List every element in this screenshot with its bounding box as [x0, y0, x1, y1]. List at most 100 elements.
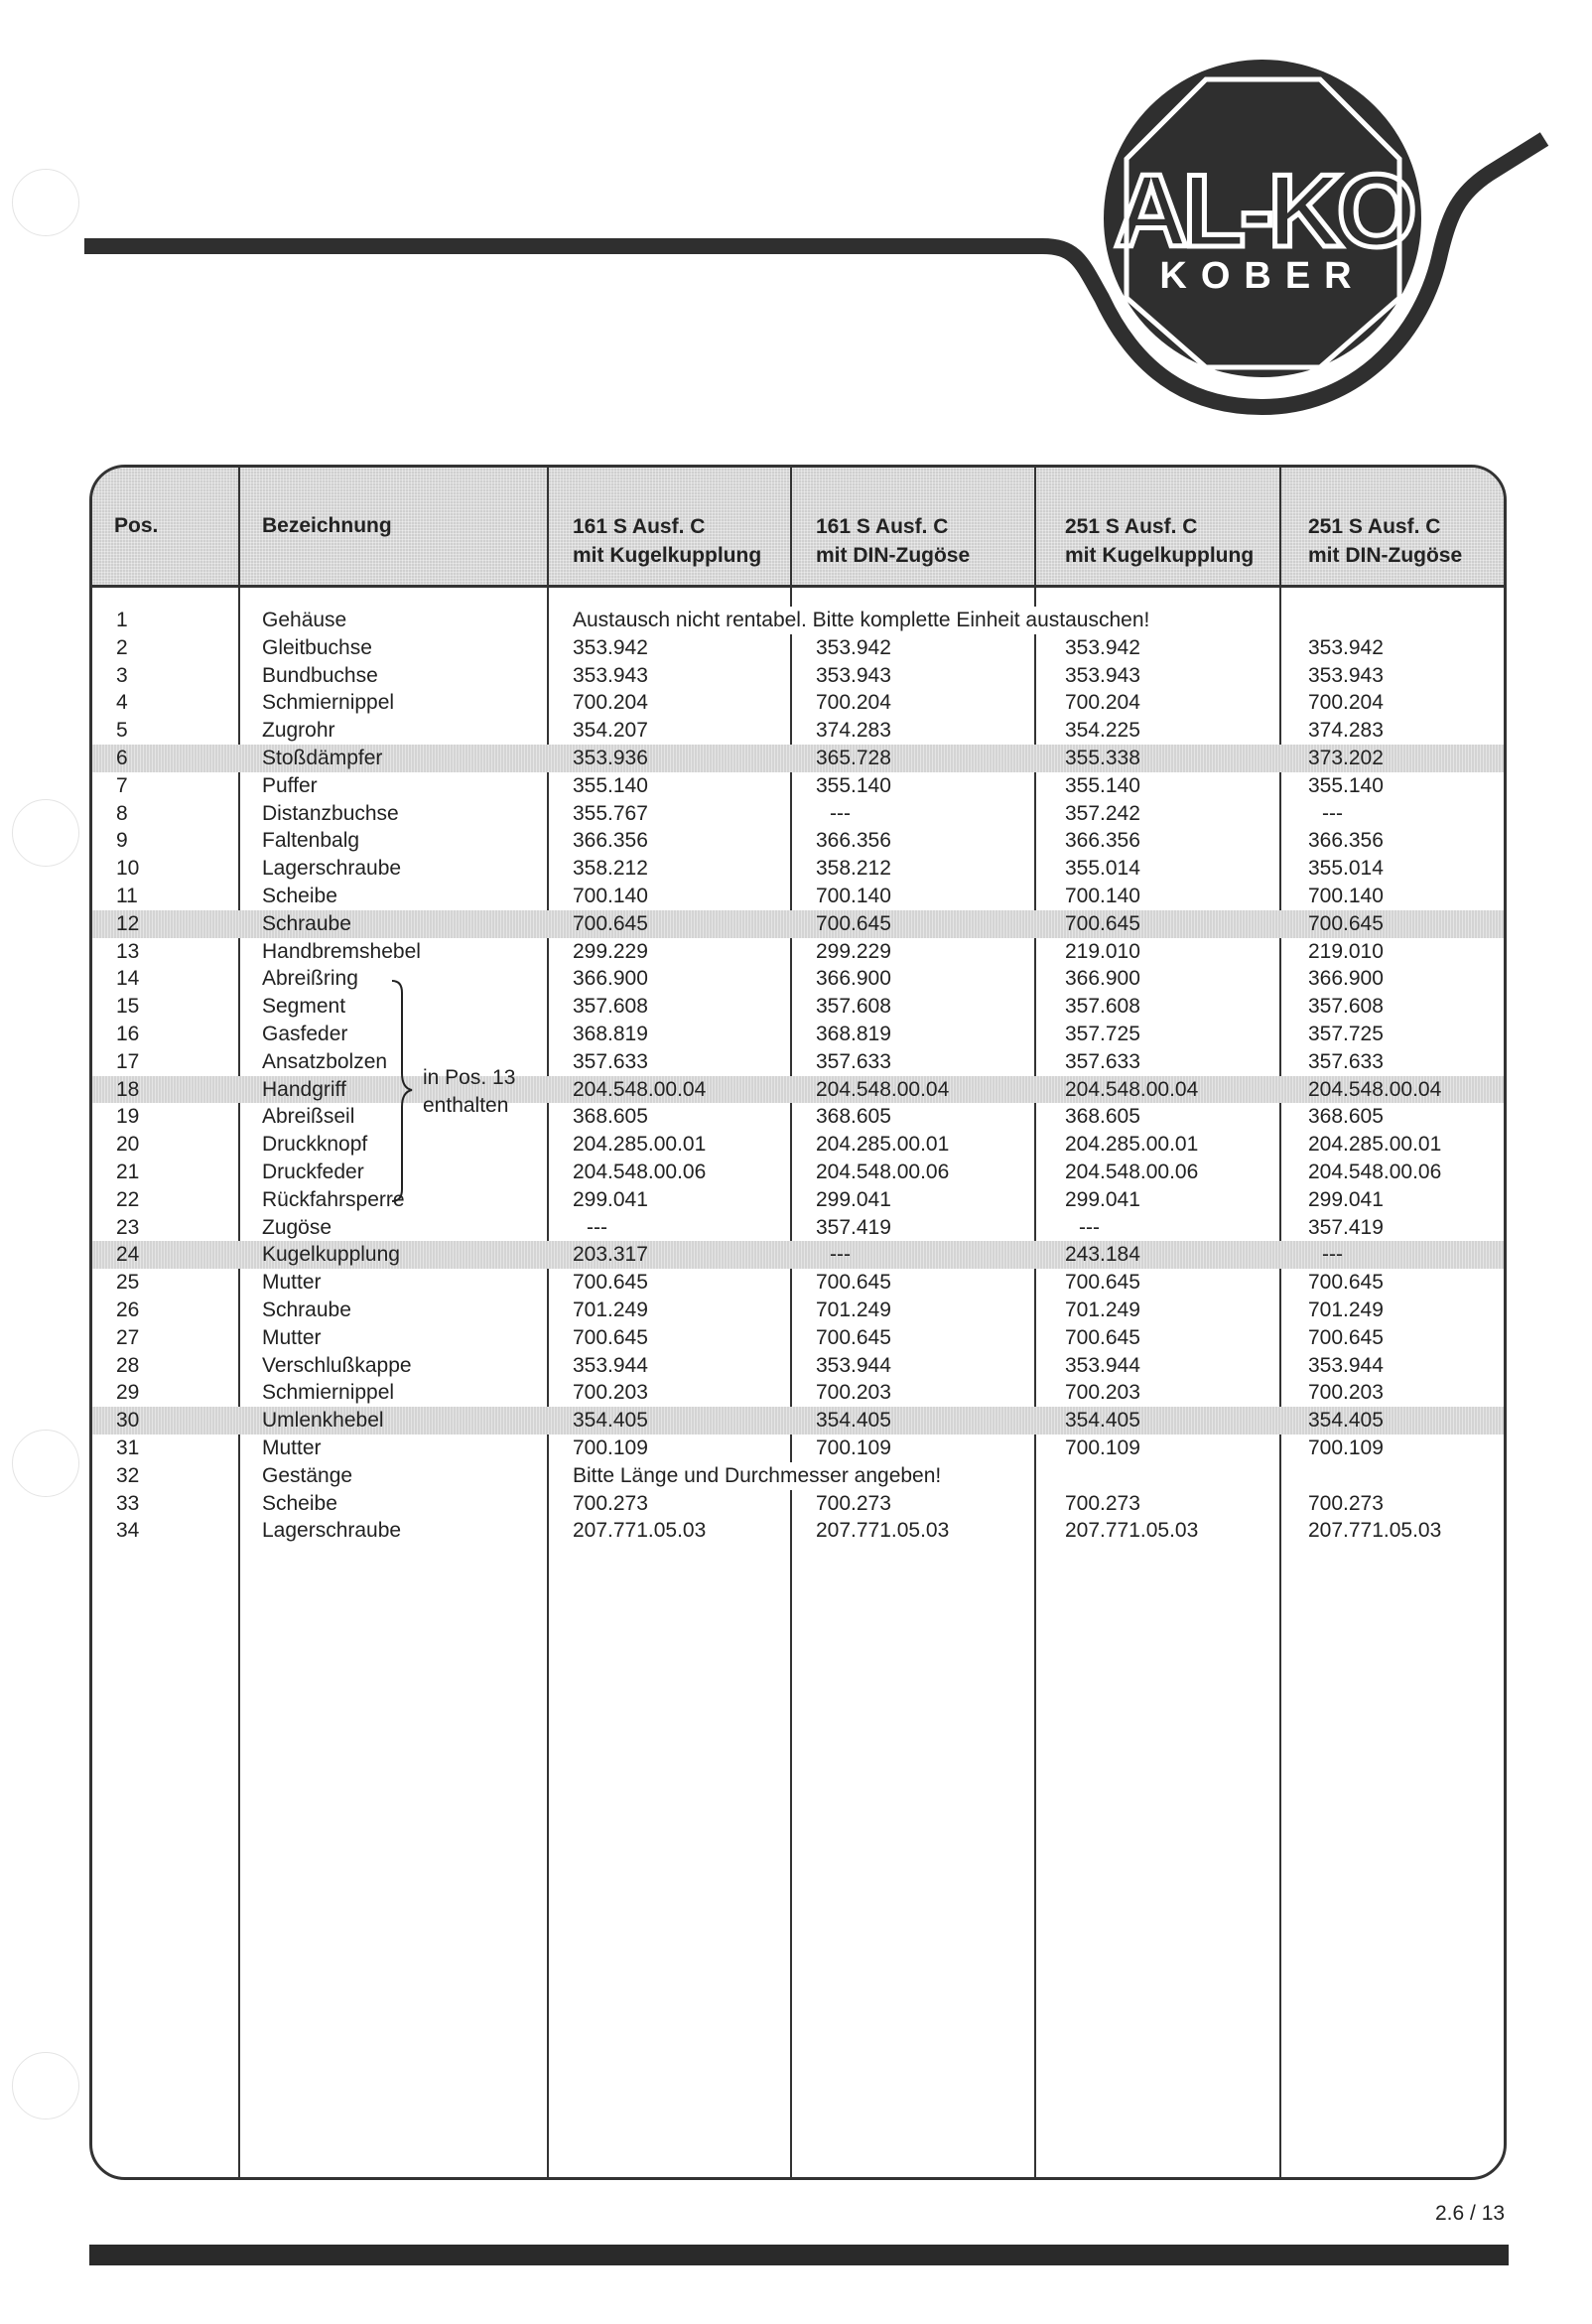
part-number-cell: 700.109: [816, 1436, 891, 1459]
name-cell: Lagerschraube: [262, 1519, 402, 1543]
punch-hole: [12, 169, 79, 236]
name-cell: Scheibe: [262, 885, 337, 907]
name-cell: Verschlußkappe: [262, 1353, 412, 1377]
logo-swoosh-line: [84, 132, 1549, 416]
name-cell: Mutter: [262, 1271, 322, 1295]
part-number-cell: 366.356: [816, 829, 891, 853]
part-number-cell: 366.900: [1308, 967, 1384, 991]
name-cell: Handbremshebel: [262, 939, 421, 963]
pos-cell: 27: [116, 1325, 140, 1349]
part-number-cell: 207.771.05.03: [1308, 1519, 1442, 1543]
part-number-cell: 366.900: [573, 967, 648, 991]
part-number-cell: 299.041: [1308, 1187, 1384, 1211]
table-row: 9 Faltenbalg 366.356 366.356 366.356 366.356: [92, 827, 1504, 855]
name-cell: Gehäuse: [262, 609, 347, 631]
name-cell: Distanzbuchse: [262, 801, 399, 825]
part-number-cell: 355.140: [1308, 773, 1384, 797]
pos-cell: 6: [116, 747, 128, 769]
parts-table: Pos. Bezeichnung 161 S Ausf. C mit Kugel…: [89, 465, 1507, 2180]
part-number-cell: ---: [1079, 1215, 1100, 1239]
pos-cell: 21: [116, 1161, 140, 1183]
part-number-cell: 353.942: [573, 635, 648, 659]
pos-cell: 12: [116, 911, 140, 935]
part-number-cell: 353.943: [573, 663, 648, 687]
name-cell: Puffer: [262, 773, 318, 797]
part-number-cell: ---: [1322, 801, 1343, 825]
part-number-cell: 700.140: [1308, 885, 1384, 907]
pos-cell: 14: [116, 967, 140, 991]
table-row: 24 Kugelkupplung 203.317 --- 243.184 ---: [92, 1241, 1504, 1270]
part-number-cell: 353.944: [1308, 1353, 1384, 1377]
part-number-cell: 374.283: [816, 719, 891, 743]
part-number-cell: 357.608: [1308, 995, 1384, 1019]
name-cell: Zugrohr: [262, 719, 335, 743]
group-note-line1: in Pos. 13: [423, 1066, 516, 1089]
part-number-cell: 373.202: [1308, 747, 1384, 769]
part-number-cell: 700.140: [573, 885, 648, 907]
part-number-cell: 353.944: [1065, 1353, 1140, 1377]
name-cell: Schmiernippel: [262, 691, 395, 715]
part-number-cell: 355.140: [573, 773, 648, 797]
part-number-cell: 204.548.00.06: [1065, 1161, 1199, 1183]
part-number-cell: 354.405: [816, 1409, 891, 1433]
table-row: 27 Mutter 700.645 700.645 700.645 700.645: [92, 1324, 1504, 1352]
pos-cell: 3: [116, 663, 128, 687]
name-cell: Schraube: [262, 1299, 351, 1321]
name-cell: Bundbuchse: [262, 663, 378, 687]
part-number-cell: 700.204: [1308, 691, 1384, 715]
part-number-cell: 243.184: [1065, 1243, 1140, 1267]
part-number-cell: 299.041: [1065, 1187, 1140, 1211]
column-divider: [790, 468, 792, 2177]
part-number-cell: 357.633: [1308, 1049, 1384, 1073]
name-cell: Druckfeder: [262, 1161, 364, 1183]
pos-cell: 10: [116, 857, 140, 881]
header-col3-line2: mit Kugelkupplung: [1065, 544, 1255, 567]
name-cell: Gestänge: [262, 1463, 353, 1487]
name-cell: Kugelkupplung: [262, 1243, 400, 1267]
part-number-cell: 700.645: [573, 1325, 648, 1349]
table-row: 1 Gehäuse Austausch nicht rentabel. Bitte …: [92, 607, 1504, 634]
note-cell: Bitte Länge und Durchmesser angeben!: [573, 1461, 946, 1490]
part-number-cell: ---: [1322, 1243, 1343, 1267]
part-number-cell: 357.633: [1065, 1049, 1140, 1073]
pos-cell: 24: [116, 1243, 140, 1267]
footer-bar: [89, 2245, 1509, 2265]
name-cell: Lagerschraube: [262, 857, 402, 881]
part-number-cell: 700.140: [1065, 885, 1140, 907]
punch-hole: [12, 1430, 79, 1497]
table-row: 22 Rückfahrsperre 299.041 299.041 299.041 299…: [92, 1186, 1504, 1214]
pos-cell: 19: [116, 1105, 140, 1129]
table-row: 5 Zugrohr 354.207 374.283 354.225 374.283: [92, 717, 1504, 745]
part-number-cell: 219.010: [1065, 939, 1140, 963]
table-row: 11 Scheibe 700.140 700.140 700.140 700.140: [92, 883, 1504, 910]
part-number-cell: 700.273: [1308, 1491, 1384, 1515]
table-header: Pos. Bezeichnung 161 S Ausf. C mit Kugel…: [92, 468, 1504, 588]
part-number-cell: 204.548.00.04: [573, 1077, 707, 1101]
pos-cell: 25: [116, 1271, 140, 1295]
table-row: 34 Lagerschraube 207.771.05.03 207.771.05.0…: [92, 1517, 1504, 1545]
table-row: 30 Umlenkhebel 354.405 354.405 354.405 354.40…: [92, 1407, 1504, 1435]
part-number-cell: 700.645: [1308, 1271, 1384, 1295]
part-number-cell: 219.010: [1308, 939, 1384, 963]
part-number-cell: 207.771.05.03: [1065, 1519, 1199, 1543]
part-number-cell: 353.944: [816, 1353, 891, 1377]
part-number-cell: 700.203: [1308, 1381, 1384, 1405]
name-cell: Segment: [262, 995, 346, 1019]
table-row: 8 Distanzbuchse 355.767 --- 357.242 ---: [92, 800, 1504, 828]
name-cell: Umlenkhebel: [262, 1409, 384, 1433]
part-number-cell: 700.203: [816, 1381, 891, 1405]
part-number-cell: 299.229: [816, 939, 891, 963]
name-cell: Stoßdämpfer: [262, 747, 383, 769]
part-number-cell: 700.140: [816, 885, 891, 907]
name-cell: Schraube: [262, 911, 351, 935]
header-col1-line2: mit Kugelkupplung: [573, 544, 762, 567]
pos-cell: 2: [116, 635, 128, 659]
part-number-cell: 204.548.00.06: [573, 1161, 707, 1183]
part-number-cell: 700.204: [816, 691, 891, 715]
part-number-cell: 204.285.00.01: [573, 1133, 707, 1157]
table-row: 3 Bundbuchse 353.943 353.943 353.943 353.943: [92, 662, 1504, 690]
pos-cell: 7: [116, 773, 128, 797]
table-row: 13 Handbremshebel 299.229 299.229 219.010 219…: [92, 938, 1504, 966]
header-col2-line1: 161 S Ausf. C: [816, 515, 949, 538]
part-number-cell: ---: [830, 801, 851, 825]
